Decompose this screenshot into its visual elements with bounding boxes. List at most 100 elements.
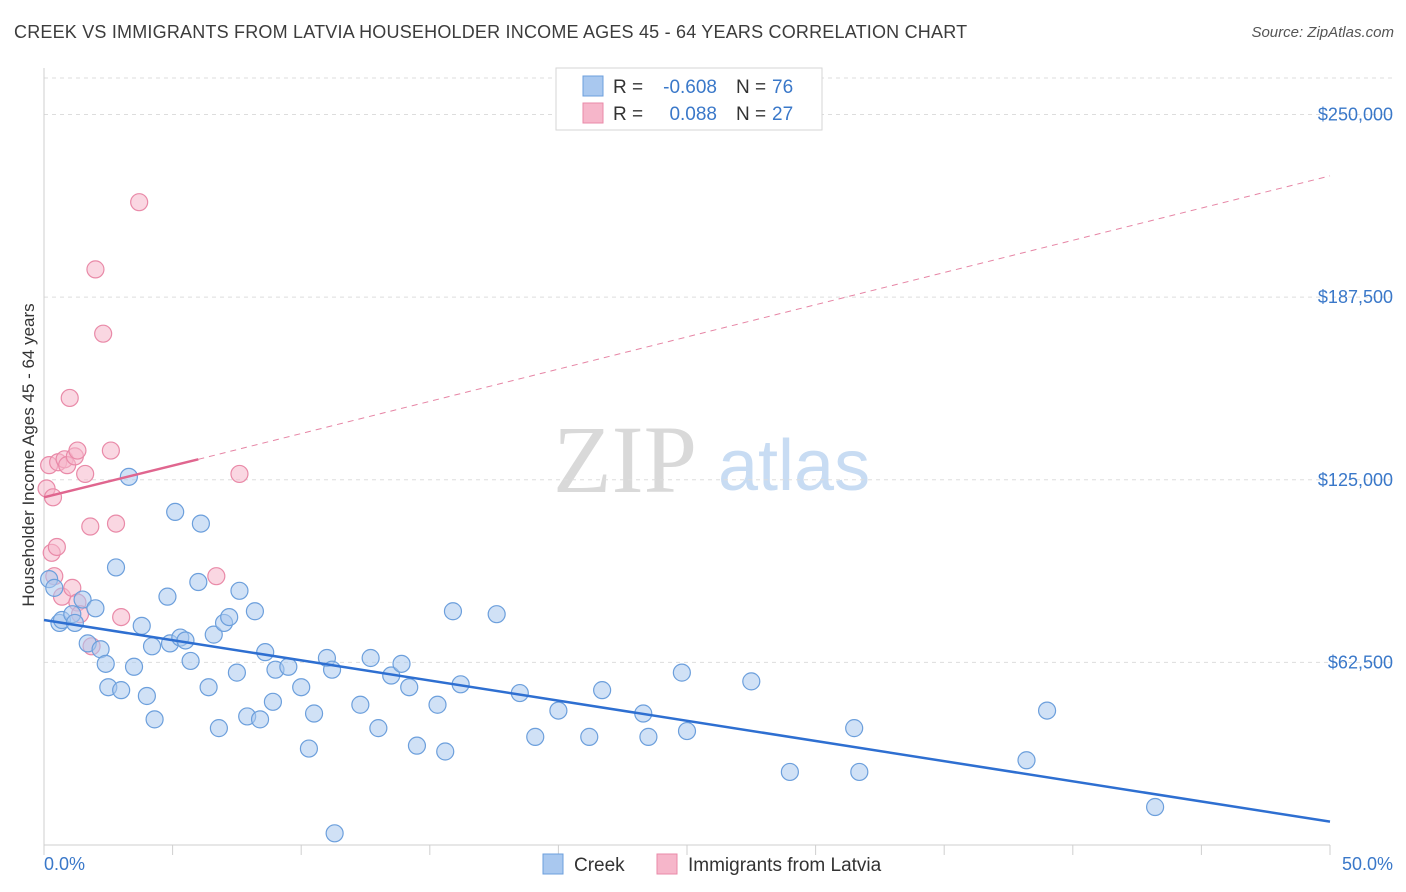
- bottom-legend-label-creek: Creek: [574, 855, 625, 876]
- latvia-point: [60, 388, 79, 408]
- bottom-legend-swatch-creek: [542, 853, 564, 875]
- latvia-point: [130, 193, 149, 212]
- latvia-point: [68, 441, 87, 460]
- creek-point: [1146, 797, 1165, 817]
- creek-point: [845, 719, 864, 738]
- latvia-point: [76, 464, 95, 484]
- latvia-point: [86, 260, 105, 279]
- creek-point: [672, 663, 691, 682]
- creek-point: [292, 678, 311, 697]
- chart-title: CREEK VS IMMIGRANTS FROM LATVIA HOUSEHOL…: [14, 22, 968, 42]
- latvia-point: [207, 567, 226, 586]
- creek-point: [392, 654, 411, 673]
- legend-r-label-creek: R =: [613, 77, 643, 98]
- creek-point: [256, 643, 275, 662]
- creek-point: [279, 657, 298, 676]
- creek-trend-line: [43, 618, 1331, 823]
- x-tick-label-max: 50.0%: [1342, 854, 1393, 874]
- source-credit: Source: ZipAtlas.com: [1251, 24, 1394, 41]
- creek-point: [96, 654, 115, 673]
- latvia-trend-line: [43, 458, 199, 499]
- legend-n-value-creek: 76: [772, 77, 793, 98]
- legend-r-value-latvia: 0.088: [669, 104, 717, 125]
- creek-point: [220, 607, 239, 627]
- creek-point: [209, 719, 228, 738]
- correlation-legend: R = -0.608 N = 76 R = 0.088 N = 27: [555, 67, 823, 131]
- legend-r-value-creek: -0.608: [663, 77, 717, 98]
- latvia-point: [230, 464, 249, 484]
- latvia-point: [81, 517, 100, 536]
- creek-point: [304, 704, 324, 723]
- creek-point: [263, 692, 283, 711]
- watermark-atlas: atlas: [718, 426, 870, 506]
- creek-point: [158, 587, 177, 606]
- creek-point: [145, 710, 164, 729]
- creek-point: [132, 616, 151, 635]
- legend-n-label-latvia: N =: [736, 104, 766, 125]
- series-legend: Creek Immigrants from Latvia: [542, 853, 882, 876]
- latvia-point: [47, 537, 66, 557]
- creek-point: [400, 678, 419, 697]
- legend-swatch-creek: [582, 75, 604, 97]
- creek-point: [639, 727, 658, 746]
- legend-n-label-creek: N =: [736, 77, 766, 98]
- y-tick-label: $250,000: [1318, 105, 1393, 125]
- legend-swatch-latvia: [582, 102, 604, 124]
- y-tick-label: $62,500: [1328, 652, 1393, 672]
- creek-point: [780, 762, 799, 782]
- legend-r-label-latvia: R =: [613, 104, 643, 125]
- creek-point: [189, 572, 208, 592]
- creek-point: [137, 686, 156, 706]
- creek-point: [245, 602, 265, 621]
- watermark-zip: ZIP: [553, 406, 697, 513]
- creek-point: [436, 742, 455, 761]
- creek-point: [181, 651, 200, 671]
- creek-point: [549, 701, 568, 720]
- creek-point: [407, 736, 427, 755]
- creek-point: [106, 558, 126, 577]
- latvia-point: [101, 441, 120, 460]
- y-axis-label: Householder Income Ages 45 - 64 years: [19, 303, 38, 606]
- y-tick-label: $125,000: [1318, 470, 1393, 490]
- latvia-point: [94, 324, 113, 343]
- watermark: ZIP atlas: [553, 406, 870, 513]
- bottom-legend-label-latvia: Immigrants from Latvia: [688, 855, 882, 876]
- creek-point: [677, 721, 697, 741]
- creek-point: [86, 599, 105, 618]
- creek-point: [166, 502, 185, 522]
- x-tick-label-min: 0.0%: [44, 854, 85, 874]
- creek-point: [351, 695, 370, 714]
- creek-point: [443, 602, 463, 621]
- bottom-legend-swatch-latvia: [656, 853, 678, 875]
- creek-point: [250, 710, 270, 729]
- creek-point: [580, 727, 599, 746]
- creek-point: [742, 672, 761, 691]
- trend-lines: [43, 175, 1331, 823]
- latvia-point: [106, 514, 126, 533]
- latvia-point: [112, 607, 131, 627]
- creek-point: [204, 625, 223, 644]
- legend-n-value-latvia: 27: [772, 104, 793, 125]
- creek-point: [325, 824, 344, 843]
- creek-point: [428, 695, 447, 714]
- creek-point: [369, 719, 388, 738]
- creek-point: [526, 727, 545, 746]
- creek-point: [191, 514, 210, 533]
- creek-point: [230, 581, 249, 600]
- creek-point: [142, 637, 162, 656]
- creek-point: [1037, 701, 1057, 720]
- creek-point: [1017, 751, 1036, 770]
- grid-lines: [44, 77, 1393, 663]
- creek-point: [45, 578, 64, 597]
- creek-point: [199, 678, 218, 697]
- y-tick-labels: $62,500 $125,000 $187,500 $250,000: [1318, 105, 1393, 673]
- creek-point: [299, 739, 319, 758]
- creek-point: [227, 663, 246, 682]
- latvia-points: [37, 193, 249, 656]
- y-tick-label: $187,500: [1318, 287, 1393, 307]
- creek-point: [112, 681, 131, 700]
- creek-point: [124, 657, 144, 676]
- creek-point: [850, 762, 869, 782]
- creek-point: [73, 590, 92, 609]
